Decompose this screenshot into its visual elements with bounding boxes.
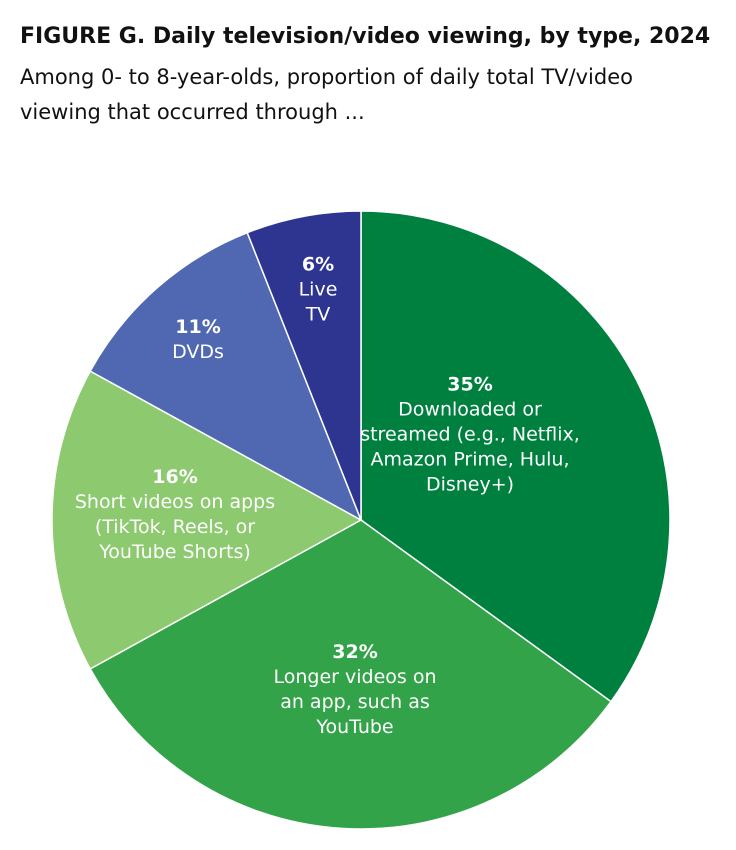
pie-slice <box>89 231 363 522</box>
chart-title: FIGURE G. Daily television/video viewing… <box>20 24 711 49</box>
value-label: 35% <box>447 373 493 396</box>
pie-slice <box>89 519 613 830</box>
pie-slice <box>51 370 363 670</box>
slice-label: 6% Live TV <box>293 253 343 328</box>
chart-subtitle: Among 0- to 8-year-olds, proportion of d… <box>20 65 633 124</box>
category-label: Downloaded or streamed (e.g., Netflix, A… <box>360 398 580 496</box>
value-label: 6% <box>301 253 335 276</box>
slice-label: 11% DVDs <box>148 315 248 365</box>
pie-slice <box>246 210 362 521</box>
slice-label: 35% Downloaded or streamed (e.g., Netflix… <box>350 373 590 498</box>
value-label: 16% <box>152 466 198 488</box>
value-label: 11% <box>175 316 221 338</box>
category-label: Live TV <box>298 278 338 326</box>
category-label: Short videos on apps (TikTok, Reels, or … <box>74 491 276 563</box>
pie-slice <box>360 210 671 703</box>
category-label: DVDs <box>172 341 224 363</box>
value-label: 32% <box>332 641 378 663</box>
slice-label: 16% Short videos on apps (TikTok, Reels, … <box>63 465 288 565</box>
category-label: Longer videos on an app, such as YouTube <box>273 666 437 738</box>
slice-label: 32% Longer videos on an app, such as YouT… <box>260 640 450 740</box>
